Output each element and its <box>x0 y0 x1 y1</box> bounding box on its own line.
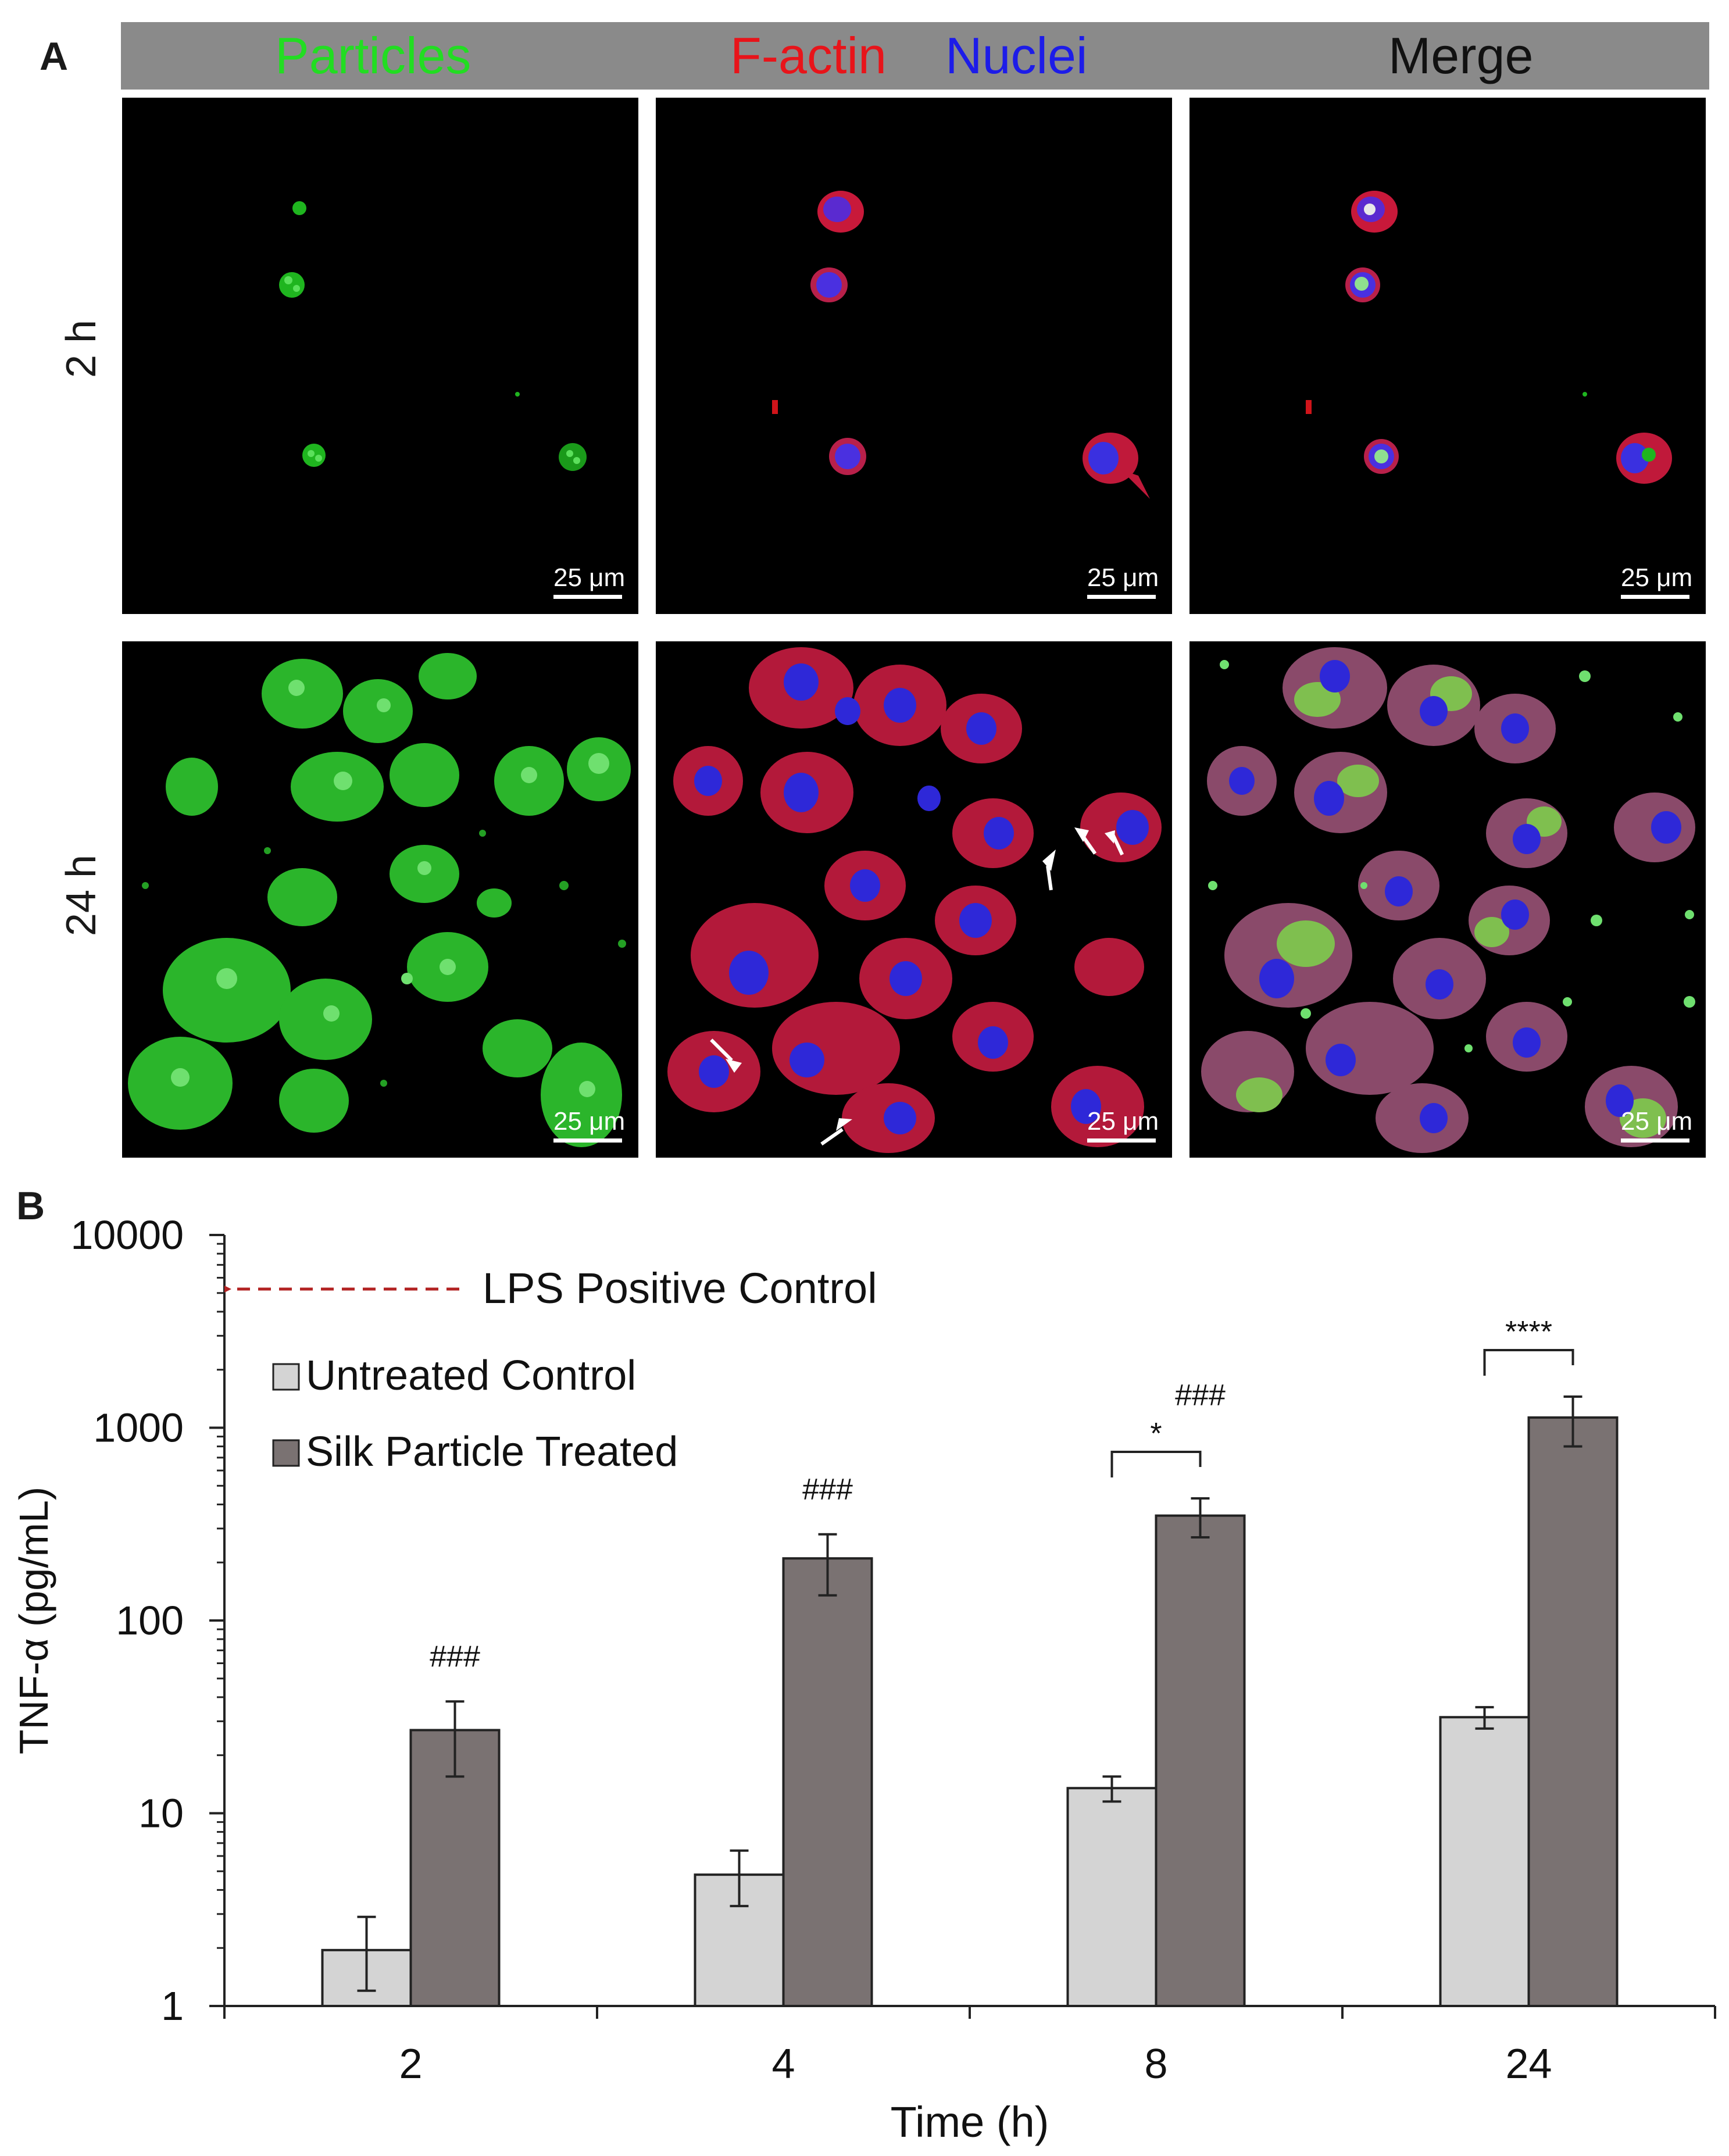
micrograph-24h-merge: 25 μm <box>1189 641 1706 1158</box>
micrograph-2h-factin-nuclei-image <box>772 191 1150 499</box>
legend-label-treated: Silk Particle Treated <box>306 1429 678 1475</box>
significance-label: **** <box>1505 1315 1552 1349</box>
scale-bar-label: 25 μm <box>1087 563 1159 592</box>
scale-bar: 25 μm <box>553 1107 626 1143</box>
micrograph-24h-merge-image <box>1201 647 1695 1153</box>
y-tick-label: 10000 <box>70 1212 184 1258</box>
y-tick-label: 10 <box>138 1791 184 1836</box>
x-axis-title: Time (h) <box>891 2098 1049 2146</box>
significance-label: ### <box>430 1640 480 1673</box>
scale-bar-label: 25 μm <box>553 563 626 592</box>
scale-bar: 25 μm <box>1087 1107 1159 1143</box>
bar-treated <box>1155 1514 1246 2007</box>
micrograph-2h-factin-nuclei: 25 μm <box>656 98 1172 614</box>
scale-bar-label: 25 μm <box>1621 563 1693 592</box>
scale-bar: 25 μm <box>1621 563 1693 599</box>
legend-swatch-untreated <box>272 1363 300 1391</box>
micrograph-24h-factin-nuclei-image <box>667 647 1162 1153</box>
y-axis-title: TNF-α (pg/mL) <box>11 1487 56 1754</box>
legend: Untreated Control Silk Particle Treated <box>272 1352 678 1475</box>
micrograph-2h-particles-image <box>279 201 587 471</box>
micrograph-24h-particles: 25 μm <box>122 641 638 1158</box>
scale-bar-line <box>553 595 622 599</box>
y-tick-label: 1000 <box>93 1405 184 1451</box>
lps-reference-label: LPS Positive Control <box>483 1264 877 1312</box>
panel-b-letter: B <box>16 1184 45 1228</box>
x-tick-label: 8 <box>1144 2041 1167 2087</box>
bar-untreated <box>1066 1787 1158 2008</box>
header-merge: Merge <box>1388 27 1534 84</box>
scale-bar-label: 25 μm <box>1621 1107 1693 1136</box>
scale-bar: 25 μm <box>553 563 626 599</box>
scale-bar-line <box>1621 1138 1689 1143</box>
header-factin: F-actin <box>730 27 887 84</box>
micrograph-2h-merge: 25 μm <box>1189 98 1706 614</box>
micrograph-2h-merge-image <box>1306 191 1672 484</box>
significance-bracket <box>1483 1349 1574 1376</box>
micrograph-2h-particles: 25 μm <box>122 98 638 614</box>
legend-swatch-treated <box>272 1439 300 1467</box>
scale-bar-label: 25 μm <box>1087 1107 1159 1136</box>
significance-label: ### <box>802 1473 853 1507</box>
micrograph-24h-particles-image <box>128 653 631 1147</box>
significance-bracket <box>1110 1451 1202 1478</box>
x-tick-label: 4 <box>771 2041 795 2087</box>
header-nuclei: Nuclei <box>945 27 1088 84</box>
y-tick-label: 1 <box>161 1983 184 2029</box>
scale-bar-line <box>1087 595 1156 599</box>
scale-bar-line <box>553 1138 622 1143</box>
scale-bar: 25 μm <box>1087 563 1159 599</box>
scale-bar-line <box>1087 1138 1156 1143</box>
header-particles: Particles <box>275 27 471 84</box>
significance-label: ### <box>1175 1379 1226 1412</box>
x-tick-label: 2 <box>399 2041 422 2087</box>
x-tick-label: 24 <box>1505 2041 1552 2087</box>
bar-treated <box>1527 1416 1619 2008</box>
scale-bar: 25 μm <box>1621 1107 1693 1143</box>
scale-bar-label: 25 μm <box>553 1107 626 1136</box>
scale-bar-line <box>1621 595 1689 599</box>
significance-label: * <box>1150 1417 1162 1451</box>
y-tick-label: 100 <box>116 1598 184 1643</box>
legend-label-untreated: Untreated Control <box>306 1352 636 1399</box>
channel-header-bar: Particles F-actin Nuclei Merge <box>121 22 1709 90</box>
bar-treated <box>782 1557 873 2007</box>
micrograph-24h-factin-nuclei: 25 μm <box>656 641 1172 1158</box>
panel-a-letter: A <box>40 34 69 78</box>
bar-untreated <box>1439 1716 1530 2007</box>
